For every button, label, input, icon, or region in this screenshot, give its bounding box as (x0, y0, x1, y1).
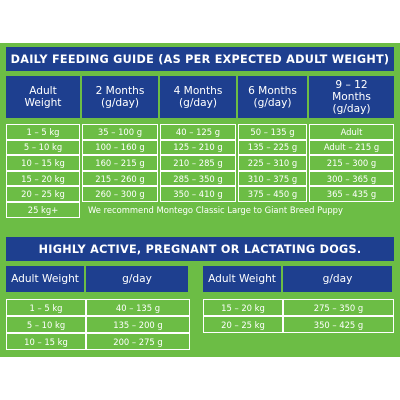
guide-cell: 20 – 25 kg (6, 186, 80, 202)
guide-header-0: Adult Weight (6, 76, 80, 118)
left-cell: 1 – 5 kg (6, 299, 86, 316)
left-cell: 40 – 135 g (86, 299, 190, 316)
guide-cell: 260 – 300 g (82, 186, 158, 202)
guide-cell: 135 – 225 g (238, 139, 307, 156)
guide-header-line: Adult (29, 85, 57, 97)
left-header-0: Adult Weight (6, 266, 84, 292)
guide-cell: 300 – 365 g (309, 170, 394, 187)
guide-cell: Adult (309, 124, 394, 140)
left-cell: 200 – 275 g (86, 333, 190, 350)
guide-cell: 285 – 350 g (160, 170, 236, 187)
guide-header-4: 9 – 12 Months (g/day) (309, 76, 394, 118)
right-cell: 15 – 20 kg (203, 299, 283, 316)
guide-cell: 125 – 210 g (160, 139, 236, 156)
right-cell: 275 – 350 g (283, 299, 394, 316)
guide-header-line: (g/day) (100, 97, 140, 109)
guide-cell: Adult – 215 g (309, 139, 394, 156)
guide-cell: 215 – 260 g (82, 170, 158, 187)
guide-cell: 225 – 310 g (238, 155, 307, 171)
active-dogs-title: HIGHLY ACTIVE, PREGNANT OR LACTATING DOG… (6, 237, 394, 261)
guide-cell: 100 – 160 g (82, 139, 158, 156)
guide-header-1: 2 Months (g/day) (82, 76, 158, 118)
feeding-guide-title: DAILY FEEDING GUIDE (AS PER EXPECTED ADU… (6, 47, 394, 71)
guide-cell: 10 – 15 kg (6, 155, 80, 171)
guide-cell: 215 – 300 g (309, 155, 394, 171)
right-cell: 20 – 25 kg (203, 316, 283, 333)
guide-cell: 40 – 125 g (160, 124, 236, 140)
guide-header-line: Weight (24, 97, 62, 109)
guide-cell: 15 – 20 kg (6, 170, 80, 187)
right-header-0: Adult Weight (203, 266, 281, 292)
guide-cell: 5 – 10 kg (6, 139, 80, 156)
guide-header-line: 9 – 12 (335, 79, 368, 91)
left-header-1: g/day (86, 266, 188, 292)
guide-recommendation-note: We recommend Montego Classic Large to Gi… (88, 204, 343, 215)
guide-header-line: (g/day) (332, 103, 371, 115)
right-header-1: g/day (283, 266, 392, 292)
guide-cell: 310 – 375 g (238, 170, 307, 187)
guide-header-line: (g/day) (178, 97, 218, 109)
guide-cell: 350 – 410 g (160, 186, 236, 202)
guide-cell: 375 – 450 g (238, 186, 307, 202)
right-cell: 350 – 425 g (283, 316, 394, 333)
guide-cell: 210 – 285 g (160, 155, 236, 171)
guide-header-line: 6 Months (248, 85, 297, 97)
guide-cell-weight: 25 kg+ (6, 202, 80, 218)
guide-header-line: 4 Months (173, 85, 223, 97)
guide-cell: 160 – 215 g (82, 155, 158, 171)
left-cell: 10 – 15 kg (6, 333, 86, 350)
guide-cell: 1 – 5 kg (6, 124, 80, 140)
guide-cell: 50 – 135 g (238, 124, 307, 140)
guide-header-line: (g/day) (253, 97, 292, 109)
guide-header-line: 2 Months (95, 85, 145, 97)
guide-header-line: Months (332, 91, 371, 103)
left-cell: 5 – 10 kg (6, 316, 86, 333)
guide-cell: 365 – 435 g (309, 186, 394, 202)
left-cell: 135 – 200 g (86, 316, 190, 333)
guide-header-3: 6 Months (g/day) (238, 76, 307, 118)
guide-cell: 35 – 100 g (82, 124, 158, 140)
guide-header-2: 4 Months (g/day) (160, 76, 236, 118)
